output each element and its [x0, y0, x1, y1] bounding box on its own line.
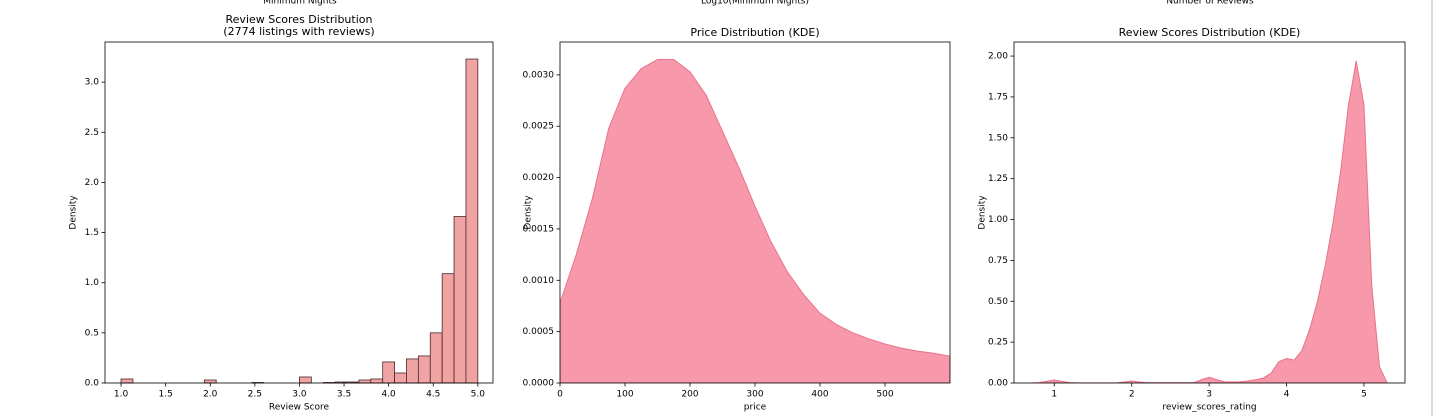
x-tick-label: 1.5	[158, 390, 172, 400]
y-tick-label: 2.5	[85, 128, 99, 138]
y-tick-label: 1.00	[988, 215, 1008, 225]
y-tick-label: 0.00	[988, 379, 1008, 389]
y-tick-label: 1.75	[988, 92, 1008, 102]
x-tick-label: 3.0	[292, 390, 307, 400]
x-tick-label: 5.0	[471, 390, 486, 400]
histogram-bar	[120, 378, 134, 384]
y-tick-label: 0.25	[988, 338, 1008, 348]
x-tick-label: 1	[1051, 390, 1057, 400]
y-axis-label: Density	[69, 195, 79, 230]
chart-title: Review Scores Distribution	[226, 13, 373, 26]
axes-frame	[104, 41, 494, 384]
y-tick-label: 0.0	[85, 379, 100, 389]
chart-title: Review Scores Distribution (KDE)	[1119, 26, 1301, 39]
y-tick-label: 1.50	[988, 133, 1008, 143]
y-tick-label: 0.0005	[523, 327, 555, 337]
histogram-bar	[441, 273, 455, 384]
y-tick-label: 0.0000	[523, 379, 555, 389]
clipped-xlabel: Minimum Nights	[263, 0, 337, 7]
x-axis-label: price	[744, 403, 767, 413]
x-tick-label: 5	[1361, 390, 1367, 400]
y-tick-label: 0.0010	[523, 276, 555, 286]
kde-area	[560, 58, 950, 383]
y-tick-label: 1.25	[988, 174, 1008, 184]
y-tick-label: 0.50	[988, 297, 1008, 307]
x-tick-label: 2.0	[203, 390, 218, 400]
y-tick-label: 2.00	[988, 52, 1008, 62]
histogram-bar	[394, 372, 407, 384]
clipped-xlabel: Number of Reviews	[1166, 0, 1254, 7]
y-tick-label: 2.0	[85, 178, 100, 188]
x-tick-label: 3.5	[337, 390, 351, 400]
histogram-bar	[382, 361, 395, 384]
x-tick-label: 400	[811, 390, 828, 400]
y-axis-label: Density	[978, 195, 988, 230]
y-tick-label: 0.0030	[523, 70, 555, 80]
y-tick-label: 0.0025	[523, 122, 555, 132]
x-tick-label: 200	[681, 390, 698, 400]
x-tick-label: 4	[1284, 390, 1290, 400]
histogram-bar	[453, 216, 467, 384]
x-tick-label: 100	[616, 390, 633, 400]
x-axis-label: Review Score	[269, 403, 330, 413]
chart-subtitle: (2774 listings with reviews)	[223, 25, 374, 38]
histogram-bar	[358, 379, 372, 384]
x-tick-label: 2.5	[248, 390, 262, 400]
y-tick-label: 0.5	[85, 328, 99, 338]
x-tick-label: 300	[746, 390, 763, 400]
x-tick-label: 4.5	[426, 390, 440, 400]
y-axis-label: Density	[524, 195, 534, 230]
histogram-bar	[417, 355, 431, 384]
x-axis-label: review_scores_rating	[1162, 403, 1256, 413]
histogram-bar	[370, 378, 384, 384]
x-tick-label: 0	[557, 390, 563, 400]
histogram-bar	[429, 332, 443, 384]
histogram-bar	[406, 358, 419, 384]
y-tick-label: 1.0	[85, 278, 100, 288]
y-tick-label: 0.0020	[523, 173, 555, 183]
x-tick-label: 4.0	[381, 390, 396, 400]
clipped-xlabel: Log10(Minimum Nights)	[701, 0, 809, 7]
x-tick-label: 1.0	[114, 390, 129, 400]
histogram-bar	[203, 379, 217, 384]
y-tick-label: 0.0015	[523, 224, 555, 234]
y-tick-label: 3.0	[85, 78, 100, 88]
x-tick-label: 3	[1206, 390, 1212, 400]
x-tick-label: 500	[876, 390, 893, 400]
y-tick-label: 0.75	[988, 256, 1008, 266]
chart-title: Price Distribution (KDE)	[690, 26, 819, 39]
histogram-bar	[465, 58, 479, 384]
x-tick-label: 2	[1129, 390, 1135, 400]
y-tick-label: 1.5	[85, 228, 99, 238]
histogram-bar	[299, 376, 312, 384]
